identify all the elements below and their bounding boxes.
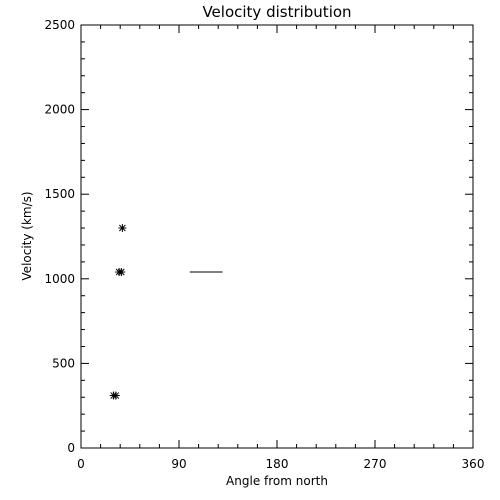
data-point (112, 392, 120, 400)
y-tick-label: 0 (67, 441, 75, 455)
data-point (117, 268, 125, 276)
x-tick-label: 360 (462, 457, 485, 471)
y-axis: 0 500 1000 1500 2000 2500 (44, 18, 473, 455)
x-tick-label: 180 (266, 457, 289, 471)
x-tick-label: 90 (171, 457, 186, 471)
y-tick-label: 1500 (44, 187, 75, 201)
y-tick-label: 2000 (44, 103, 75, 117)
y-tick-label: 500 (52, 356, 75, 370)
y-tick-label: 1000 (44, 272, 75, 286)
x-tick-label: 270 (364, 457, 387, 471)
x-tick-label: 0 (77, 457, 85, 471)
plot-frame (81, 25, 473, 448)
data-point (118, 224, 126, 232)
x-axis-label: Angle from north (226, 474, 328, 488)
y-axis-label: Velocity (km/s) (20, 191, 34, 280)
data-series (110, 224, 223, 400)
y-tick-label: 2500 (44, 18, 75, 32)
chart-title: Velocity distribution (202, 3, 351, 21)
x-axis: 0 90 180 270 360 (77, 25, 484, 471)
